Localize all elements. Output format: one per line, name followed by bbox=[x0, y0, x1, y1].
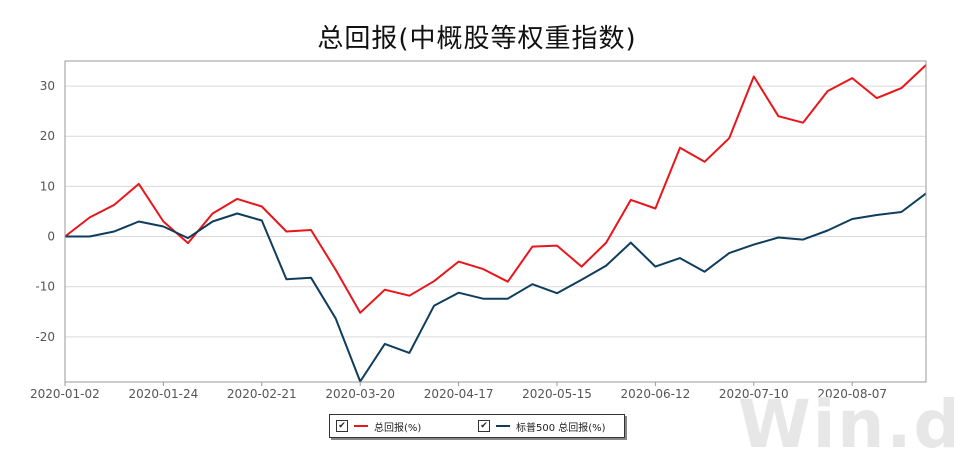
x-tick-label: 2020-07-10 bbox=[719, 387, 789, 401]
legend-swatch-series-1 bbox=[354, 425, 368, 427]
x-tick-label: 2020-01-02 bbox=[30, 387, 100, 401]
legend-item-series-2[interactable]: ✔ 标普500 总回报(%) bbox=[478, 418, 606, 434]
y-tick-label: 0 bbox=[47, 230, 55, 244]
legend-swatch-series-2 bbox=[496, 425, 510, 427]
plot-frame bbox=[64, 60, 927, 383]
grid-lines bbox=[65, 85, 926, 338]
legend-item-series-1[interactable]: ✔ 总回报(%) bbox=[336, 418, 421, 434]
chart-title: 总回报(中概股等权重指数) bbox=[317, 24, 637, 54]
x-axis-ticks: 2020-01-02 2020-01-24 2020-02-21 2020-03-20… bbox=[30, 382, 887, 401]
x-tick-label: 2020-06-12 bbox=[621, 387, 691, 401]
x-tick-label: 2020-02-21 bbox=[227, 387, 297, 401]
x-tick-label: 2020-05-15 bbox=[522, 387, 592, 401]
series-lines bbox=[64, 64, 927, 383]
y-tick-label: -20 bbox=[35, 330, 55, 344]
watermark: Win.d bbox=[738, 386, 954, 463]
y-tick-label: 10 bbox=[40, 179, 55, 193]
x-tick-label: 2020-08-07 bbox=[817, 387, 887, 401]
legend-label-series-2: 标普500 总回报(%) bbox=[516, 422, 606, 434]
y-tick-label: 30 bbox=[40, 79, 55, 93]
series-line-2 bbox=[65, 192, 927, 383]
y-tick-label: -10 bbox=[35, 280, 55, 294]
legend-checkbox-series-2[interactable]: ✔ bbox=[478, 420, 490, 432]
legend: ✔ 总回报(%) ✔ 标普500 总回报(%) bbox=[329, 414, 625, 438]
series-line-1 bbox=[64, 64, 927, 314]
y-axis-ticks: -20 -10 0 10 20 30 bbox=[35, 79, 55, 344]
y-tick-label: 20 bbox=[40, 129, 55, 143]
x-tick-label: 2020-04-17 bbox=[424, 387, 494, 401]
legend-checkbox-series-1[interactable]: ✔ bbox=[336, 420, 348, 432]
x-tick-label: 2020-01-24 bbox=[129, 387, 199, 401]
legend-label-series-1: 总回报(%) bbox=[374, 422, 422, 434]
x-tick-label: 2020-03-20 bbox=[325, 387, 395, 401]
